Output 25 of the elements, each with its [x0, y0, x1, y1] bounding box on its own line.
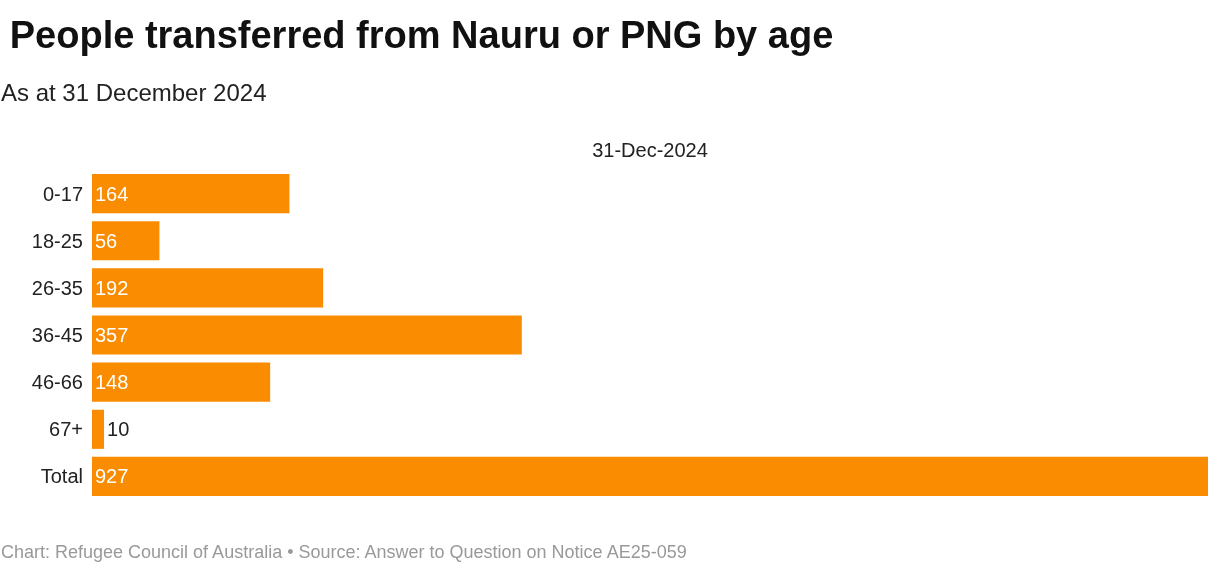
y-tick-label: 0-17: [42, 182, 83, 205]
y-tick-label: 36-45: [31, 324, 83, 346]
y-tick-label: 67+: [49, 418, 83, 441]
bar: [92, 409, 105, 449]
data-label: 164: [95, 182, 129, 205]
bar: [92, 268, 324, 308]
y-tick-label: Total: [40, 465, 83, 488]
text: Chart: Refugee Council of Australia • Source: Answer to Question on Notice AE25-059: [1, 542, 687, 562]
chart-subtitle: As at 31 December 2024: [1, 79, 267, 106]
chart-title: People transferred from Nauru or PNG by age: [9, 13, 834, 56]
bar: [92, 315, 522, 355]
bar: [92, 221, 160, 261]
data-label: 192: [95, 276, 129, 299]
x-axis-title: 31-Dec-2024: [592, 138, 708, 161]
data-label: 56: [95, 229, 118, 252]
data-label: 357: [95, 324, 129, 346]
bar: [92, 362, 271, 402]
data-label: 927: [95, 465, 129, 488]
data-label: 148: [95, 371, 129, 394]
y-tick-label: 46-66: [31, 371, 83, 394]
bar: [92, 456, 1208, 496]
data-label: 10: [107, 418, 130, 441]
bar: [92, 174, 290, 214]
y-tick-label: 26-35: [31, 276, 83, 299]
y-tick-label: 18-25: [31, 229, 83, 252]
